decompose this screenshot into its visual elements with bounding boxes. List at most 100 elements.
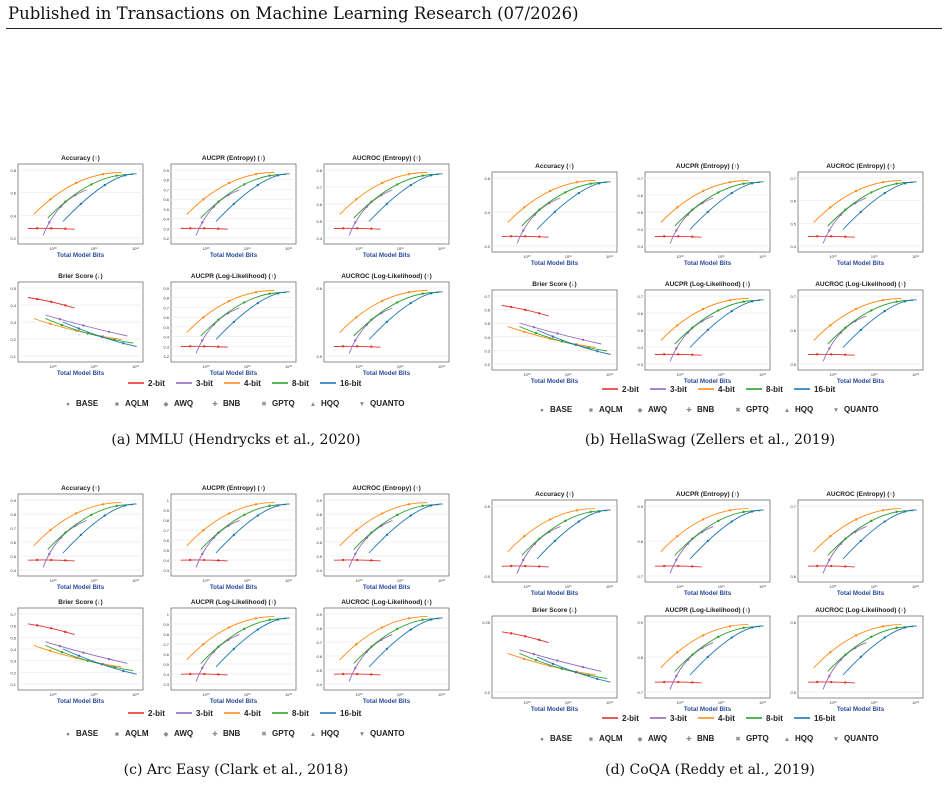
y-tick-label: 0.8: [637, 655, 643, 660]
series-marker-8-bit: [564, 191, 567, 194]
y-tick-label: 0.7: [163, 642, 169, 647]
x-axis-label: Total Model Bits: [837, 378, 885, 385]
series-marker-8-bit: [717, 635, 720, 639]
y-tick-label: 0.5: [316, 668, 322, 673]
y-tick-label: 0.5: [637, 210, 643, 215]
y-tick-label: 0.8: [316, 168, 322, 173]
series-marker-4-bit: [380, 181, 384, 185]
series-marker-2-bit: [356, 558, 359, 562]
series-marker-4-bit: [407, 503, 411, 506]
x-tick-label: 10¹¹: [871, 373, 878, 377]
y-tick-label: 0.6: [163, 315, 169, 320]
y-tick-label: 0.6: [790, 620, 796, 625]
y-tick-label: 0.7: [316, 185, 322, 190]
panel-frame: [491, 499, 618, 583]
x-tick-label: 10¹²: [132, 579, 139, 583]
series-marker-2-bit: [844, 681, 847, 684]
y-tick-label: 0.5: [10, 554, 16, 559]
legend-method-gptq: GPTQ: [272, 729, 295, 738]
caption-b: (b) HellaSwag (Zellers et al., 2019): [584, 432, 836, 448]
legend-method-hqq: HQQ: [321, 399, 339, 408]
series-marker-16-bit: [903, 510, 907, 513]
series-marker-4-bit: [101, 503, 105, 506]
y-tick-label: 0.8: [316, 512, 322, 517]
panel-title: AUCPR (Entropy) (↑): [676, 491, 739, 498]
series-marker-2-bit: [356, 227, 359, 230]
legend-marker-quanto: ▼: [359, 731, 365, 738]
series-marker-8-bit: [717, 191, 720, 194]
series-marker-2-bit: [36, 558, 39, 562]
series-marker-3-bit: [58, 318, 62, 321]
x-axis-label: Total Model Bits: [684, 260, 732, 267]
y-tick-label: 0.7: [10, 612, 16, 617]
series-marker-16-bit: [256, 183, 259, 187]
y-tick-label: 0.3: [163, 682, 169, 687]
series-marker-16-bit: [385, 202, 389, 206]
x-axis-label: Total Model Bits: [837, 260, 885, 267]
series-marker-16-bit: [596, 677, 599, 681]
panel-title: Accuracy (↑): [535, 163, 574, 170]
legend: 2-bit 3-bit 4-bit 8-bit 16-bit ● BASE ■ AQLM ◆ AWQ…: [540, 714, 879, 743]
x-tick-label: 10¹¹: [565, 585, 572, 589]
legend-marker-bnb: ✚: [686, 735, 692, 743]
series-marker-2-bit: [844, 565, 847, 568]
y-tick-label: 0.6: [484, 176, 490, 181]
panel-title: Brier Score (↓): [532, 281, 576, 288]
x-axis-label: Total Model Bits: [837, 590, 885, 597]
series-marker-8-bit: [268, 174, 271, 177]
x-axis-label: Total Model Bits: [684, 590, 732, 597]
series-marker-16-bit: [706, 328, 710, 332]
metric-panel: AUCPR (Log-Likelihood) (↑) 0.9 0.8 0.7 0.6 0.…: [163, 273, 297, 377]
series-marker-4-bit: [49, 322, 52, 326]
series-marker-16-bit: [597, 182, 601, 185]
series-marker-16-bit: [79, 533, 83, 537]
series-marker-8-bit: [243, 513, 246, 517]
series-marker-3-bit: [82, 324, 85, 327]
panel-title: Brier Score (↓): [532, 607, 576, 614]
legend-marker-quanto: ▼: [833, 407, 839, 414]
series-marker-8-bit: [421, 174, 424, 177]
y-tick-label: 0.3: [163, 226, 169, 231]
panel-title: AUCPR (Log-Likelihood) (↑): [665, 281, 750, 288]
series-marker-8-bit: [691, 653, 694, 656]
series-marker-8-bit: [560, 340, 564, 343]
legend-label-16-bit: 16-bit: [340, 709, 362, 718]
x-tick-label: 10¹¹: [565, 701, 572, 705]
legend-label-4-bit: 4-bit: [718, 714, 735, 723]
x-tick-label: 10¹²: [285, 579, 292, 583]
panel-title: AUCROC (Log-Likelihood) (↑): [341, 599, 432, 606]
legend-label-8-bit: 8-bit: [766, 714, 783, 723]
x-tick-label: 10¹⁰: [202, 247, 209, 251]
legend-method-awq: AWQ: [174, 399, 193, 408]
series-marker-4-bit: [854, 518, 858, 521]
y-tick-label: 0.1: [10, 354, 16, 359]
series-marker-2-bit: [677, 680, 680, 684]
x-tick-label: 10¹¹: [397, 579, 404, 583]
x-tick-label: 10¹²: [759, 585, 766, 589]
panel-title: AUCROC (Entropy) (↑): [352, 485, 421, 492]
x-axis-label: Total Model Bits: [531, 378, 579, 385]
series-marker-16-bit: [730, 636, 733, 639]
series-marker-8-bit: [844, 537, 847, 540]
series-marker-8-bit: [742, 300, 745, 303]
series-marker-2-bit: [189, 558, 192, 562]
legend-method-hqq: HQQ: [795, 734, 813, 743]
x-tick-label: 10¹²: [759, 701, 766, 705]
metric-panel: AUCROC (Entropy) (↑) 0.7 0.6 0.5 0.4 10¹⁰ 10¹¹…: [790, 163, 924, 267]
y-tick-label: 0.7: [10, 526, 16, 531]
legend-marker-awq: ◆: [164, 731, 170, 738]
series-marker-16-bit: [409, 514, 412, 517]
series-marker-2-bit: [663, 680, 666, 684]
panel-title: AUCPR (Entropy) (↑): [676, 163, 739, 170]
legend-marker-base: ●: [540, 407, 544, 414]
legend-method-base: BASE: [76, 729, 99, 738]
series-marker-2-bit: [524, 308, 527, 312]
x-tick-label: 10¹²: [912, 373, 919, 377]
series-marker-8-bit: [421, 504, 424, 508]
legend-method-quanto: QUANTO: [844, 734, 879, 743]
y-tick-label: 0.4: [163, 672, 169, 677]
series-marker-2-bit: [538, 312, 541, 315]
y-tick-label: 0.3: [163, 344, 169, 349]
legend-label-2-bit: 2-bit: [148, 379, 165, 388]
y-tick-label: 0.7: [637, 176, 643, 181]
